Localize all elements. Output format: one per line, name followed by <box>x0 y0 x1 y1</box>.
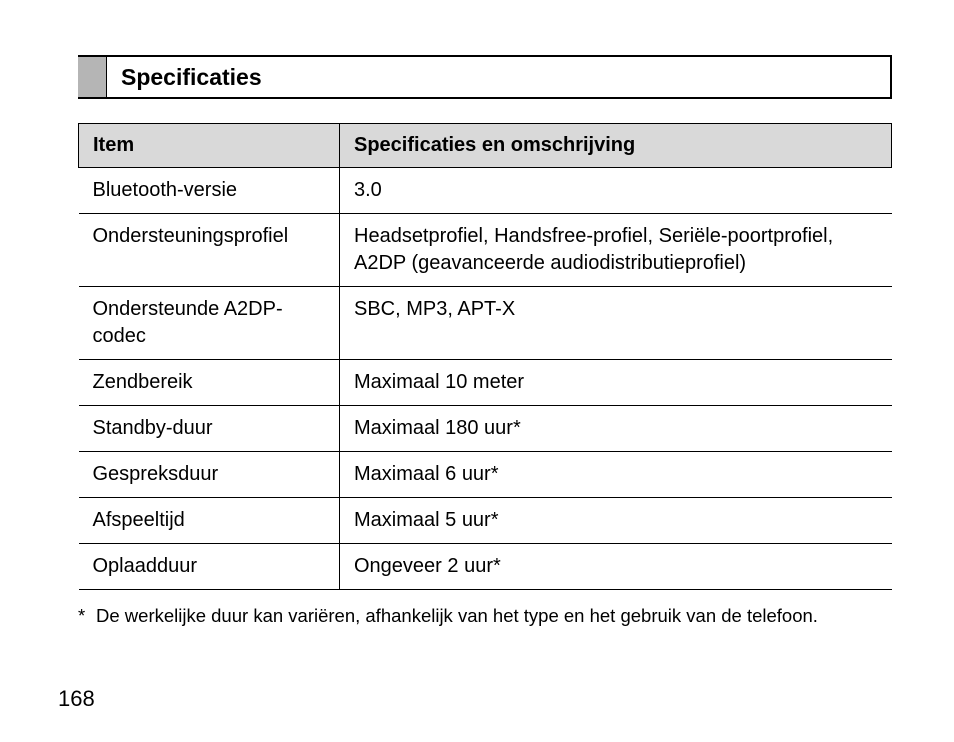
table-header-row: Item Specificaties en omschrijving <box>79 124 892 168</box>
cell-spec: Maximaal 5 uur* <box>340 498 892 544</box>
cell-spec: Maximaal 180 uur* <box>340 406 892 452</box>
table-row: Bluetooth-versie 3.0 <box>79 168 892 214</box>
cell-item: Ondersteuningsprofiel <box>79 214 340 287</box>
cell-item: Zendbereik <box>79 360 340 406</box>
section-title: Specificaties <box>107 57 890 97</box>
cell-spec: SBC, MP3, APT-X <box>340 287 892 360</box>
cell-item: Standby-duur <box>79 406 340 452</box>
cell-item: Ondersteunde A2DP-codec <box>79 287 340 360</box>
table-row: Ondersteunde A2DP-codec SBC, MP3, APT-X <box>79 287 892 360</box>
col-header-item: Item <box>79 124 340 168</box>
cell-item: Oplaadduur <box>79 544 340 590</box>
footnote: *De werkelijke duur kan variëren, afhank… <box>78 604 892 628</box>
table-row: Zendbereik Maximaal 10 meter <box>79 360 892 406</box>
footnote-marker: * <box>78 604 96 628</box>
table-row: Ondersteuningsprofiel Headsetprofiel, Ha… <box>79 214 892 287</box>
cell-spec: Maximaal 10 meter <box>340 360 892 406</box>
col-header-spec: Specificaties en omschrijving <box>340 124 892 168</box>
table-row: Oplaadduur Ongeveer 2 uur* <box>79 544 892 590</box>
cell-spec: Ongeveer 2 uur* <box>340 544 892 590</box>
cell-item: Afspeeltijd <box>79 498 340 544</box>
cell-item: Gespreksduur <box>79 452 340 498</box>
cell-spec: Headsetprofiel, Handsfree-profiel, Serië… <box>340 214 892 287</box>
table-row: Gespreksduur Maximaal 6 uur* <box>79 452 892 498</box>
spec-table: Item Specificaties en omschrijving Bluet… <box>78 123 892 590</box>
section-header-tab <box>78 57 107 97</box>
footnote-text: De werkelijke duur kan variëren, afhanke… <box>96 605 818 626</box>
page: Specificaties Item Specificaties en omsc… <box>0 0 954 742</box>
page-number: 168 <box>58 686 95 712</box>
section-header: Specificaties <box>78 55 892 99</box>
cell-spec: 3.0 <box>340 168 892 214</box>
table-row: Standby-duur Maximaal 180 uur* <box>79 406 892 452</box>
table-row: Afspeeltijd Maximaal 5 uur* <box>79 498 892 544</box>
cell-spec: Maximaal 6 uur* <box>340 452 892 498</box>
cell-item: Bluetooth-versie <box>79 168 340 214</box>
